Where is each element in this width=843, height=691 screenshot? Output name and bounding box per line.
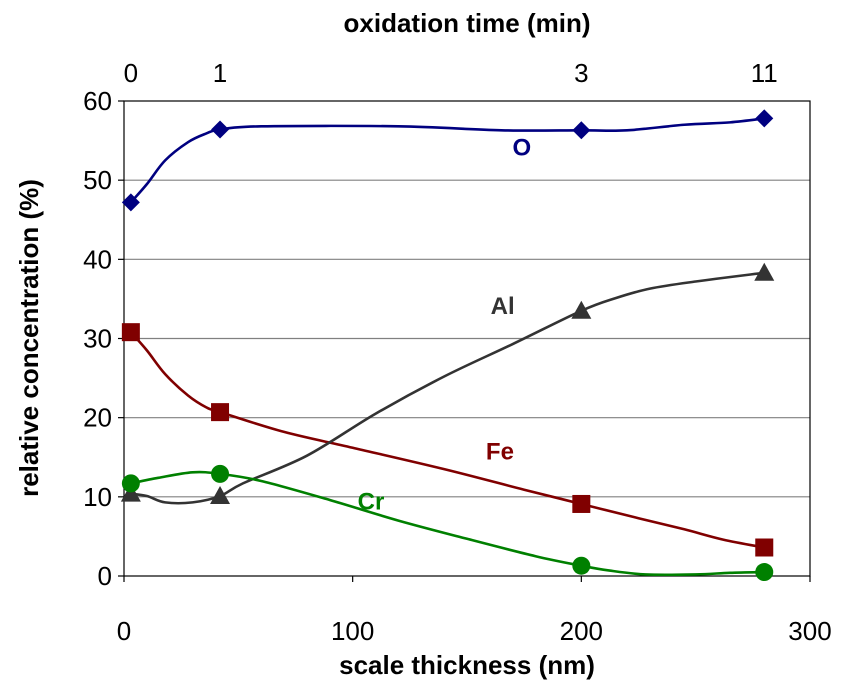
y-axis-title: relative concentration (%)	[14, 179, 44, 497]
series-line-fe	[129, 331, 765, 549]
data-point-al	[120, 483, 141, 502]
x-axis-title: scale thickness (nm)	[339, 650, 595, 680]
series-cr: Cr	[121, 464, 774, 582]
y-tick-label: 40	[83, 244, 112, 274]
series-al: Al	[120, 262, 775, 505]
series-line-cr	[130, 470, 765, 577]
data-point-fe	[211, 403, 230, 422]
gridlines	[124, 179, 810, 498]
tick-labels: 0 10 20 30 40 50 60 0 100 200 300 0 1 3 11	[83, 58, 832, 646]
series-fe: Fe	[121, 323, 774, 557]
data-point-cr	[572, 556, 591, 575]
x2-axis-title: oxidation time (min)	[344, 8, 591, 38]
series-label-cr: Cr	[358, 489, 385, 516]
y-tick-label: 30	[83, 324, 112, 354]
y-tick-label: 20	[83, 403, 112, 433]
ticks	[118, 100, 811, 582]
data-point-o	[211, 120, 230, 139]
data-point-o	[572, 121, 591, 140]
x-tick-label: 0	[117, 616, 131, 646]
data-point-fe	[755, 538, 774, 557]
series-line-o	[129, 117, 765, 204]
x2-tick-label: 0	[124, 58, 138, 88]
data-point-al	[210, 486, 231, 505]
data-point-cr	[755, 563, 774, 582]
data-point-al	[571, 300, 592, 319]
x2-tick-label: 11	[751, 58, 778, 88]
series-line-al	[130, 271, 765, 505]
x-tick-label: 200	[560, 616, 603, 646]
data-point-fe	[572, 494, 591, 513]
data-point-fe	[121, 323, 140, 342]
data-point-cr	[211, 464, 230, 483]
data-point-cr	[121, 474, 140, 493]
y-tick-label: 0	[98, 561, 112, 591]
series: O Fe Al Cr	[120, 109, 775, 582]
x2-tick-label: 3	[574, 58, 588, 88]
series-label-o: O	[513, 135, 532, 162]
x-tick-label: 300	[788, 616, 831, 646]
series-label-fe: Fe	[486, 439, 514, 466]
data-point-o	[121, 193, 140, 212]
y-tick-label: 50	[83, 165, 112, 195]
data-point-o	[755, 109, 774, 128]
series-label-al: Al	[491, 293, 515, 320]
x-tick-label: 100	[331, 616, 374, 646]
y-tick-label: 60	[83, 86, 112, 116]
series-o: O	[121, 109, 774, 212]
x2-tick-label: 1	[213, 58, 227, 88]
y-tick-label: 10	[83, 482, 112, 512]
data-point-al	[754, 262, 775, 281]
